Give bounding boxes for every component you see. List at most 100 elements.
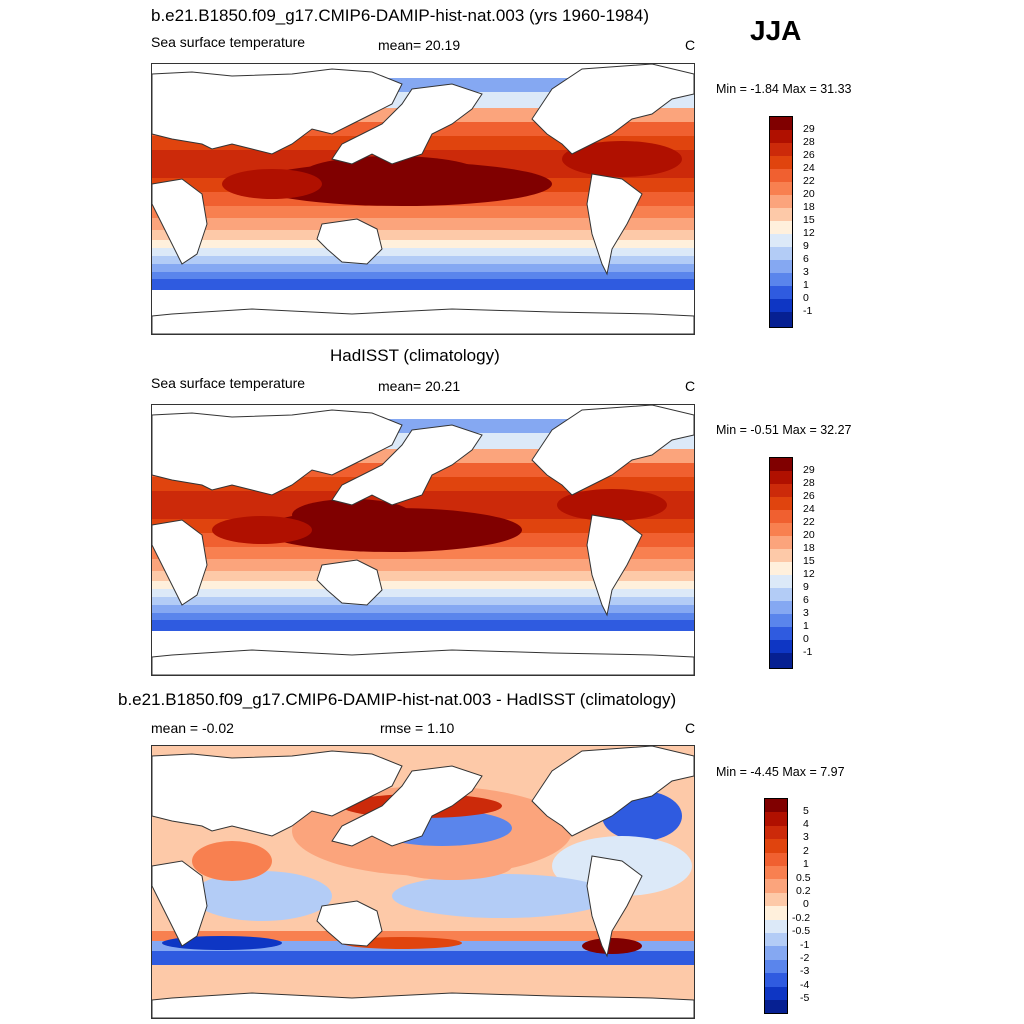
panel-1-colorbar-label-4: 24 [803, 162, 815, 174]
panel-2-colorbar-label-1: 29 [803, 464, 815, 476]
panel-2-colorbar-label-8: 15 [803, 555, 815, 567]
panel-2-colorbar-swatch-1 [770, 458, 792, 471]
panel-1-colorbar-swatch-13 [770, 273, 792, 286]
panel-2-colorbar-label-7: 18 [803, 542, 815, 554]
panel-3-colorbar-label-3: 3 [803, 831, 809, 843]
panel-2-colorbar-swatch-10 [770, 575, 792, 588]
panel-2-map-svg [152, 405, 694, 675]
panel-1-colorbar-swatch-14 [770, 286, 792, 299]
panel-2-colorbar-swatch-6 [770, 523, 792, 536]
panel-2-colorbar [769, 457, 793, 669]
panel-3-colorbar-swatch-14 [765, 973, 787, 987]
panel-1-colorbar-swatch-9 [770, 221, 792, 234]
panel-3-map [151, 745, 695, 1019]
panel-3-colorbar-swatch-12 [765, 946, 787, 960]
panel-3-colorbar-label-6: 0.5 [796, 872, 811, 884]
panel-1-colorbar-swatch-7 [770, 195, 792, 208]
panel-3-colorbar-swatch-1 [765, 799, 787, 813]
panel-1-colorbar-label-1: 29 [803, 123, 815, 135]
panel-2-colorbar-swatch-14 [770, 627, 792, 640]
panel-2-colorbar-swatch-13 [770, 614, 792, 627]
panel-3-minmax-label: Min = -4.45 Max = 7.97 [716, 765, 845, 779]
panel-1-colorbar-label-15: -1 [803, 305, 813, 317]
panel-1-colorbar-label-5: 22 [803, 175, 815, 187]
panel-3-colorbar-swatch-15 [765, 986, 787, 1000]
panel-3-title: b.e21.B1850.f09_g17.CMIP6-DAMIP-hist-nat… [118, 690, 677, 709]
panel-1-colorbar-swatch-5 [770, 169, 792, 182]
panel-1-colorbar-label-8: 15 [803, 214, 815, 226]
panel-3-colorbar-swatch-2 [765, 812, 787, 826]
panel-2-colorbar-label-6: 20 [803, 529, 815, 541]
panel-1-colorbar-label-12: 3 [803, 266, 809, 278]
panel-1-minmax-label: Min = -1.84 Max = 31.33 [716, 82, 852, 96]
panel-2-colorbar-label-15: -1 [803, 646, 813, 658]
panel-1-variable-label: Sea surface temperature [151, 34, 306, 50]
panel-2-colorbar-swatch-12 [770, 601, 792, 614]
panel-1-colorbar-label-11: 6 [803, 253, 809, 265]
panel-3-colorbar-label-12: -2 [800, 952, 810, 964]
panel-2-colorbar-swatch-3 [770, 484, 792, 497]
panel-2-colorbar-label-12: 3 [803, 607, 809, 619]
panel-2-colorbar-swatch-16 [770, 653, 792, 668]
panel-3-colorbar-swatch-9 [765, 906, 787, 920]
panel-3-colorbar [764, 798, 788, 1014]
panel-2-colorbar-label-9: 12 [803, 568, 815, 580]
panel-3-colorbar-label-9: -0.2 [792, 912, 811, 924]
panel-1-colorbar-swatch-2 [770, 130, 792, 143]
panel-1-colorbar-swatch-15 [770, 299, 792, 312]
panel-3-colorbar-label-5: 1 [803, 858, 809, 870]
panel-3-colorbar-label-14: -4 [800, 979, 810, 991]
panel-3-colorbar-label-7: 0.2 [796, 885, 811, 897]
panel-1-colorbar-swatch-11 [770, 247, 792, 260]
panel-2-colorbar-label-4: 24 [803, 503, 815, 515]
panel-1-colorbar-label-13: 1 [803, 279, 809, 291]
panel-2-colorbar-swatch-4 [770, 497, 792, 510]
panel-3-colorbar-swatch-7 [765, 879, 787, 893]
panel-3-colorbar-label-13: -3 [800, 965, 810, 977]
panel-2-colorbar-swatch-2 [770, 471, 792, 484]
panel-1-colorbar-swatch-16 [770, 312, 792, 327]
panel-2-colorbar-swatch-15 [770, 640, 792, 653]
panel-3-colorbar-label-15: -5 [800, 992, 810, 1004]
panel-2-colorbar-swatch-11 [770, 588, 792, 601]
panel-2-colorbar-swatch-5 [770, 510, 792, 523]
season-label: JJA [750, 15, 802, 46]
panel-2-colorbar-label-2: 28 [803, 477, 815, 489]
panel-1-colorbar-swatch-1 [770, 117, 792, 130]
panel-1-colorbar-swatch-3 [770, 143, 792, 156]
panel-1-colorbar-label-3: 26 [803, 149, 815, 161]
panel-1-colorbar-swatch-10 [770, 234, 792, 247]
panel-3-colorbar-swatch-11 [765, 933, 787, 947]
panel-1-map [151, 63, 695, 335]
panel-2-minmax-label: Min = -0.51 Max = 32.27 [716, 423, 852, 437]
panel-3-colorbar-swatch-10 [765, 919, 787, 933]
panel-3-rmse-label: rmse = 1.10 [380, 720, 455, 736]
panel-3-units-label: C [685, 720, 696, 736]
panel-1-units-label: C [685, 37, 696, 53]
panel-2-colorbar-label-3: 26 [803, 490, 815, 502]
panel-1-title: b.e21.B1850.f09_g17.CMIP6-DAMIP-hist-nat… [151, 6, 649, 25]
panel-3-colorbar-label-4: 2 [803, 845, 809, 857]
panel-1-map-svg [152, 64, 694, 334]
panel-2-colorbar-swatch-8 [770, 549, 792, 562]
panel-1-colorbar-label-6: 20 [803, 188, 815, 200]
panel-3-colorbar-swatch-6 [765, 866, 787, 880]
panel-2-colorbar-swatch-9 [770, 562, 792, 575]
panel-2-mean-label: mean= 20.21 [378, 378, 461, 394]
panel-1-colorbar [769, 116, 793, 328]
panel-3-colorbar-swatch-4 [765, 839, 787, 853]
panel-1-colorbar-label-10: 9 [803, 240, 809, 252]
panel-1-colorbar-swatch-12 [770, 260, 792, 273]
panel-3-colorbar-swatch-8 [765, 892, 787, 907]
panel-1-colorbar-swatch-6 [770, 182, 792, 195]
panel-2-colorbar-swatch-7 [770, 536, 792, 549]
panel-2-colorbar-label-5: 22 [803, 516, 815, 528]
panel-1-colorbar-swatch-4 [770, 156, 792, 169]
panel-3-colorbar-label-11: -1 [800, 939, 810, 951]
panel-3-colorbar-swatch-5 [765, 852, 787, 866]
panel-2-colorbar-label-14: 0 [803, 633, 809, 645]
panel-2-title: HadISST (climatology) [330, 346, 500, 365]
panel-3-colorbar-swatch-16 [765, 999, 787, 1013]
panel-3-mean-label: mean = -0.02 [151, 720, 234, 736]
panel-2-colorbar-label-10: 9 [803, 581, 809, 593]
